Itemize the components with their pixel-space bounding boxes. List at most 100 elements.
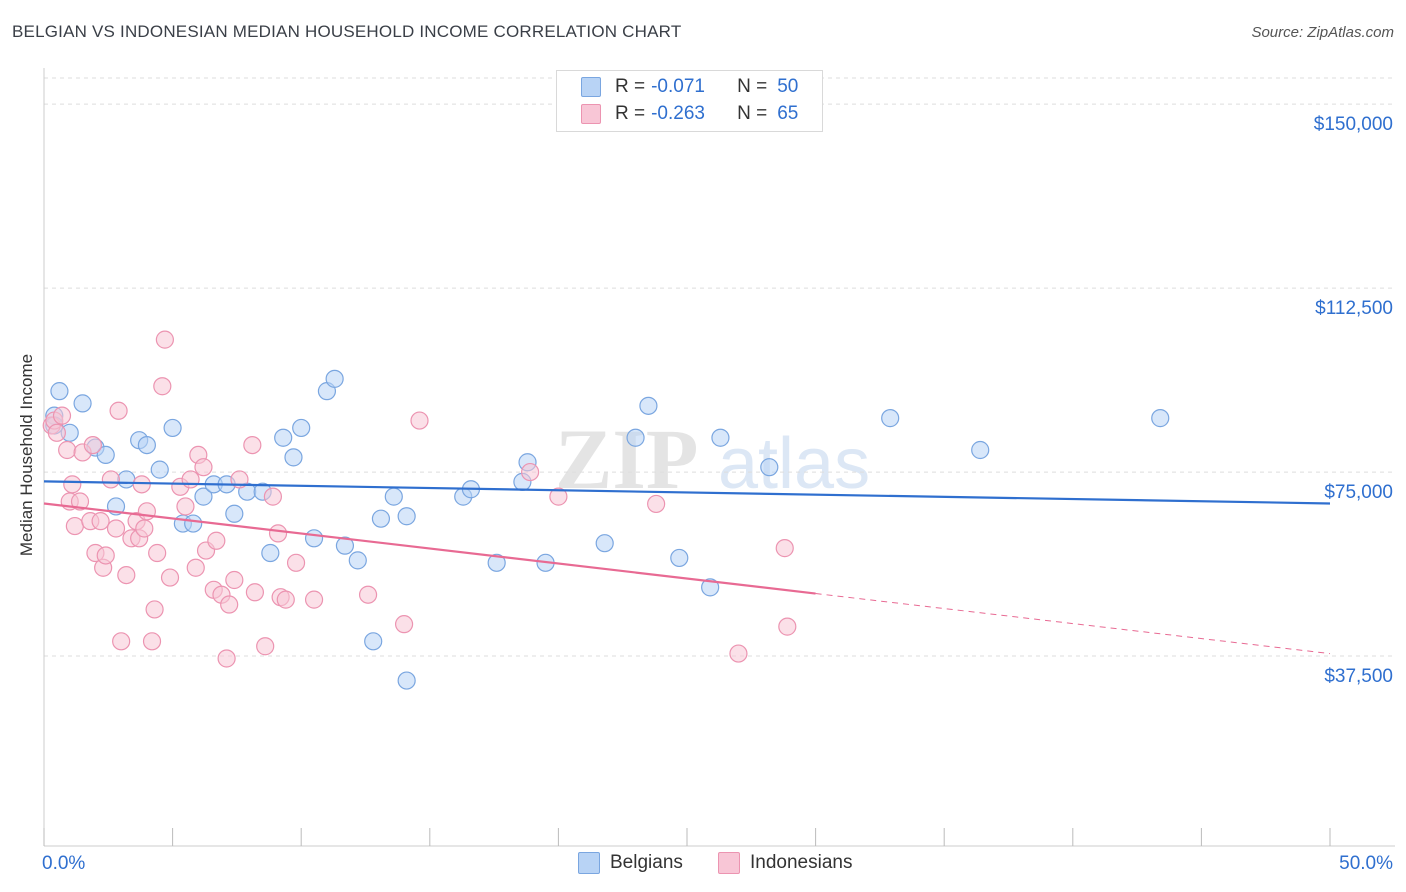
correlation-legend: R = -0.071 N = 50 R = -0.263 N = 65 [556, 70, 823, 132]
indonesian-point [181, 470, 200, 489]
indonesian-point [132, 475, 151, 494]
belgian-point [304, 529, 324, 548]
legend-r-value: -0.263 [651, 103, 705, 124]
indonesian-point [117, 565, 136, 585]
indonesian-point [83, 435, 102, 455]
indonesian-point [112, 632, 131, 651]
legend-n-value: 50 [777, 76, 799, 97]
indonesian-point [176, 497, 195, 516]
belgian-point [335, 536, 355, 555]
belgian-point [150, 460, 169, 479]
indonesian-point [194, 458, 213, 477]
belgian-point [397, 671, 416, 690]
belgian-point [364, 632, 383, 651]
belgian-point [595, 534, 614, 553]
legend-swatch-indonesians [581, 104, 601, 124]
indonesian-point [145, 600, 164, 619]
belgian-point [971, 440, 990, 460]
chart-title: BELGIAN VS INDONESIAN MEDIAN HOUSEHOLD I… [12, 22, 682, 41]
indonesian-point [106, 519, 126, 538]
belgian-point [73, 394, 92, 413]
y-tick-label: $75,000 [1324, 482, 1393, 503]
indonesian-point [70, 492, 90, 511]
indonesian-point [358, 585, 378, 604]
belgian-point [50, 382, 69, 401]
belgian-point [117, 470, 136, 489]
belgian-point [1151, 409, 1170, 428]
indonesian-point [217, 649, 236, 668]
legend-swatch-belgians [581, 77, 601, 97]
belgian-point [397, 507, 416, 526]
indonesian-point [52, 406, 72, 425]
indonesian-point [775, 539, 794, 558]
indonesian-point [142, 632, 162, 651]
belgian-point [96, 445, 115, 465]
belgian-point [325, 369, 344, 388]
indonesian-point [256, 637, 275, 656]
bottom-legend-label-belgians: Belgians [610, 852, 683, 873]
indonesian-point [186, 558, 205, 577]
belgian-point [261, 543, 280, 563]
belgian-point [371, 509, 391, 528]
indonesian-point [58, 440, 77, 460]
x-tick-label-min: 0.0% [42, 853, 85, 874]
indonesian-trend-line [43, 502, 816, 595]
belgian-point [348, 551, 367, 570]
indonesian-point [91, 512, 110, 531]
belgian-trend-line [43, 480, 1331, 505]
belgian-point [760, 458, 779, 477]
indonesian-point [207, 531, 226, 550]
belgian-point [711, 428, 730, 447]
belgian-point [137, 435, 156, 455]
indonesian-point [153, 377, 172, 396]
indonesian-point [243, 435, 262, 455]
y-tick-label: $150,000 [1314, 114, 1393, 135]
indonesian-point [101, 470, 120, 489]
legend-r-label: R = [615, 103, 646, 124]
belgian-point [701, 578, 720, 597]
watermark-atlas: atlas [718, 424, 870, 504]
indonesian-point [109, 401, 128, 420]
belgian-point [881, 409, 900, 428]
indonesian-point [135, 519, 154, 538]
indonesian-point [63, 475, 82, 494]
indonesian-point [148, 543, 167, 563]
legend-r-value: -0.071 [651, 76, 705, 97]
indonesian-point [647, 494, 666, 514]
indonesian-point [729, 644, 748, 663]
belgian-point [670, 548, 689, 568]
indonesian-point [521, 462, 540, 482]
indonesian-point [286, 553, 306, 572]
belgian-point [225, 504, 244, 523]
legend-r-label: R = [615, 76, 646, 97]
y-tick-label: $112,500 [1315, 298, 1393, 319]
indonesian-point [245, 583, 265, 602]
legend-n-label: N = [737, 103, 768, 124]
y-tick-label: $37,500 [1324, 666, 1393, 687]
source-credit: Source: ZipAtlas.com [1251, 24, 1394, 41]
bottom-legend-swatch-indonesians [718, 852, 740, 874]
legend-n-label: N = [737, 76, 768, 97]
indonesian-point [549, 487, 568, 506]
belgian-point [284, 448, 303, 467]
belgian-point [384, 487, 403, 506]
indonesian-point [96, 546, 115, 565]
indonesian-point [304, 590, 324, 609]
indonesian-point [410, 411, 429, 430]
legend-row-belgians: R = -0.071 N = 50 [581, 75, 798, 99]
indonesian-point [778, 617, 797, 636]
indonesian-point [268, 524, 288, 543]
bottom-legend-swatch-belgians [578, 852, 600, 874]
indonesian-trend-line-extension [815, 593, 1331, 655]
bottom-legend-indonesians: Indonesians [718, 852, 852, 874]
indonesian-point [276, 590, 295, 609]
indonesian-point [225, 570, 244, 590]
bottom-legend-label-indonesians: Indonesians [750, 852, 853, 873]
belgian-point [163, 418, 182, 438]
indonesian-point [394, 615, 414, 634]
x-tick-label-max: 50.0% [1339, 853, 1393, 874]
indonesian-point [47, 423, 66, 442]
belgian-point [274, 428, 293, 447]
indonesian-point [263, 487, 283, 506]
